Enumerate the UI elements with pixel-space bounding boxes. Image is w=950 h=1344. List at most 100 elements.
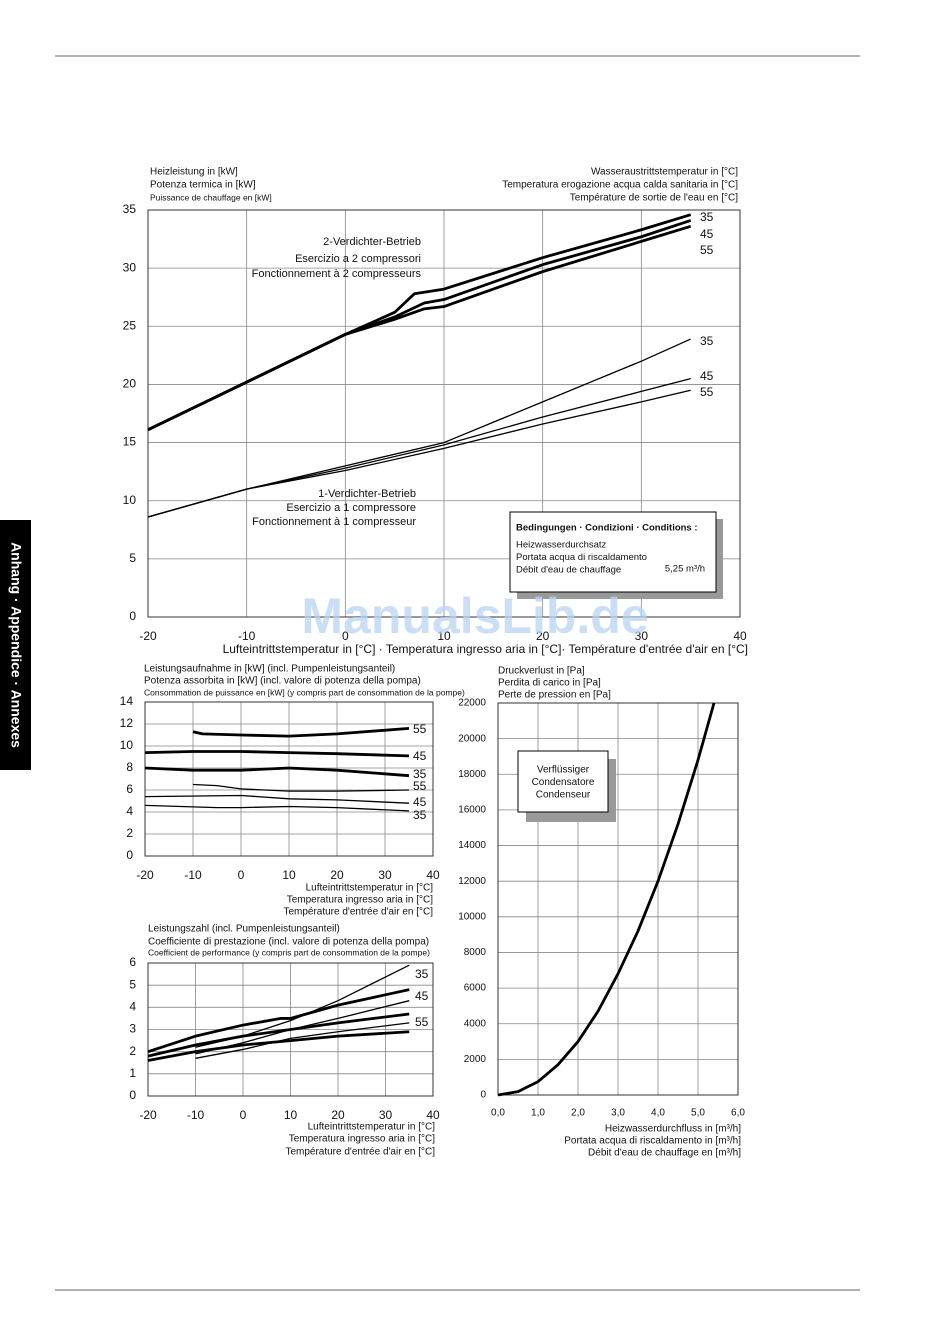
series-label: 45 [415,989,429,1003]
x-tick-label: 40 [426,868,440,882]
y-axis-label: Perte de pression en [Pa] [498,690,611,701]
y-tick-label: 14 [120,694,134,708]
y-tick-label: 10 [120,738,134,752]
x-tick-label: 20 [331,1108,345,1122]
data-line [144,750,410,758]
data-line [144,794,410,804]
y-tick-label: 0 [129,609,136,623]
y-tick-label: 0 [480,1090,486,1101]
box-text: Condenseur [536,790,591,801]
data-line [195,1022,410,1059]
x-tick-label: 10 [284,1108,298,1122]
watermark: ManualsLib.de [301,588,648,644]
x-tick-label: 2,0 [571,1108,585,1119]
data-line [192,727,410,738]
y-axis-label: Heizleistung in [kW] [150,167,238,178]
x-tick-label: 10 [282,868,296,882]
x-tick-label: 30 [635,629,649,643]
plot-frame [147,962,434,1097]
plot-frame [147,209,741,618]
y-axis-label: Potenza termica in [kW] [150,180,256,191]
side-tab-text: Anhang · Appendice · Annexes [8,542,24,748]
y-tick-label: 6000 [464,983,487,994]
plot-frame [497,702,739,1096]
x-axis-label: Lufteintrittstemperatur in [°C] [308,1122,436,1133]
x-tick-label: -20 [136,868,154,882]
x-axis-label: Temperatura ingresso aria in [°C] [287,895,434,906]
x-tick-label: -20 [139,629,157,643]
y-axis-label: Puissance de chauffage en [kW] [150,192,272,202]
y-tick-label: 20 [123,377,137,391]
y-tick-label: 2 [129,1044,136,1058]
y-tick-label: 18000 [458,769,486,780]
y-tick-label: 35 [123,202,137,216]
conditions-line: Portata acqua di riscaldamento [516,552,647,563]
y-tick-label: 0 [126,848,133,862]
x-tick-label: 0,0 [491,1108,505,1119]
x-tick-label: -20 [139,1108,157,1122]
y-tick-label: 8000 [464,947,487,958]
y-tick-label: 0 [129,1088,136,1102]
y-tick-label: 30 [123,260,137,274]
y-tick-label: 5 [129,977,136,991]
y-tick-label: 6 [126,782,133,796]
y-axis-label: Coefficient de performance (y compris pa… [148,947,430,957]
x-axis-label: Heizwasserdurchfluss in [m³/h] [605,1124,741,1135]
y-axis-label: Consommation de puissance en [kW] (y com… [144,687,465,697]
data-line [147,224,692,432]
x-tick-label: 3,0 [611,1108,625,1119]
y-axis-label: Druckverlust in [Pa] [498,666,585,677]
y-tick-label: 10000 [458,911,486,922]
y-axis-label: Potenza assorbita in [kW] (incl. valore … [144,676,421,687]
annotation: Fonctionnement à 1 compresseur [252,516,416,528]
x-tick-label: 0 [342,629,349,643]
series-label: 45 [700,369,714,383]
x-tick-label: 1,0 [531,1108,545,1119]
y-tick-label: 25 [123,318,137,332]
series-label: 55 [415,1015,429,1029]
x-tick-label: 10 [437,629,451,643]
conditions-box [509,511,717,593]
series-label: 35 [413,808,427,822]
y-tick-label: 6 [129,955,136,969]
x-tick-label: 6,0 [731,1108,745,1119]
annotation: 1-Verdichter-Betrieb [318,488,416,500]
series-label: 35 [700,334,714,348]
y-tick-label: 22000 [458,698,486,709]
series-label: 35 [413,767,427,781]
x-tick-label: 4,0 [651,1108,665,1119]
y-tick-label: 12000 [458,876,486,887]
series-label: 35 [700,210,714,224]
y-axis-label: Perdita di carico in [Pa] [498,678,601,689]
x-tick-label: 30 [378,868,392,882]
box-text: Verflüssiger [537,765,590,776]
y-tick-label: 8 [126,760,133,774]
series-label: 55 [413,722,427,736]
conditions-value: 5,25 m³/h [665,564,705,575]
y-tick-label: 10 [123,493,137,507]
y-axis-label: Leistungsaufnahme in [kW] (incl. Pumpenl… [144,664,395,675]
data-line [147,1030,410,1062]
x-axis-label: Lufteintrittstemperatur in [°C] [306,883,434,894]
data-line [147,1012,410,1058]
data-line [497,702,716,1097]
annotation: Fonctionnement à 2 compresseurs [252,268,422,280]
series-label: 55 [413,779,427,793]
x-tick-label: 40 [426,1108,440,1122]
conditions-title: Bedingungen · Condizioni · Conditions : [516,523,698,534]
conditions-line: Débit d'eau de chauffage [516,565,621,576]
data-line [144,804,410,812]
data-line [147,389,691,518]
series-label: 45 [413,795,427,809]
legend-title: Temperatura erogazione acqua calda sanit… [502,180,738,191]
x-axis-label: Lufteintrittstemperatur in [°C] · Temper… [223,642,748,656]
x-axis-label: Temperatura ingresso aria in [°C] [289,1134,436,1145]
x-tick-label: 0 [238,868,245,882]
x-axis-label: Débit d'eau de chauffage en [m³/h] [588,1148,741,1159]
x-tick-label: 20 [536,629,550,643]
series-label: 55 [700,243,714,257]
data-line [192,783,410,792]
data-line [144,766,410,778]
y-tick-label: 4 [126,804,133,818]
x-tick-label: 40 [733,629,747,643]
